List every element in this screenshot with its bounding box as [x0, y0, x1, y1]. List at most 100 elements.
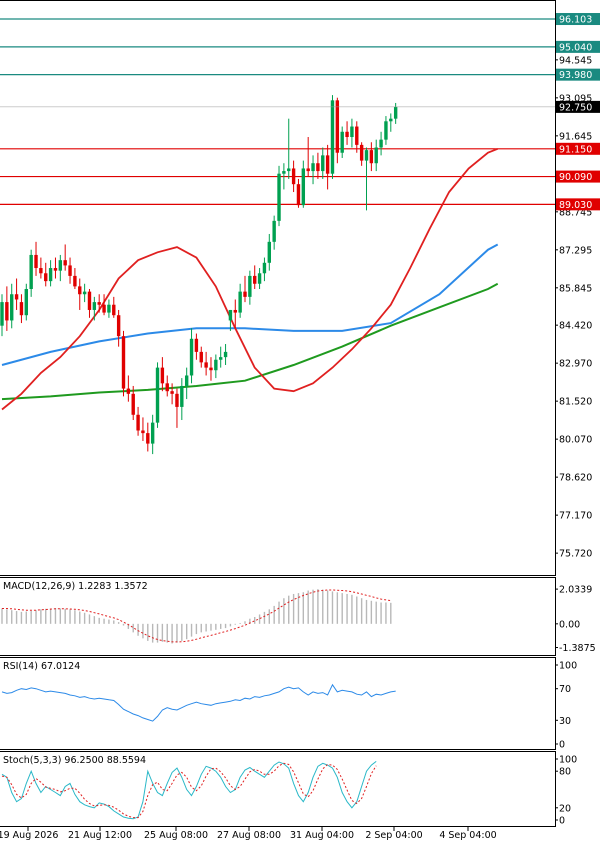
candle — [150, 414, 155, 455]
support-resistance-levels: 96.103 95.040 93.980 91.150 90.090 89.030 — [0, 13, 600, 211]
time-tick-label: 25 Aug 08:00 — [144, 830, 208, 841]
candle — [214, 354, 218, 379]
stoch-main-line — [1, 761, 377, 820]
candle-body — [359, 144, 364, 161]
candle-body — [374, 147, 378, 164]
candle-body — [34, 254, 38, 269]
macd-signal-line — [2, 589, 391, 643]
stoch-tick-label: 0 — [559, 816, 565, 827]
candle — [184, 367, 189, 400]
price-tick-label: 77.170 — [559, 511, 592, 522]
level-label: 91.150 — [559, 144, 592, 155]
candle — [355, 121, 359, 153]
candle — [10, 283, 14, 329]
candle-body — [238, 291, 242, 313]
candle-body — [68, 265, 72, 276]
candle-body — [248, 275, 252, 297]
candle — [204, 351, 208, 376]
candle-body — [335, 100, 340, 153]
candle-body — [321, 155, 325, 172]
time-axis-ticks: 19 Aug 2026 21 Aug 12:00 25 Aug 08:00 27 Au… — [0, 827, 497, 841]
candle-body — [267, 241, 271, 263]
ma-slow-line — [1, 282, 499, 401]
macd-panel-frame — [0, 577, 556, 656]
candle — [345, 121, 349, 145]
candle — [126, 375, 131, 402]
candle — [248, 270, 252, 305]
candle — [170, 383, 174, 405]
candle — [141, 417, 145, 441]
candle-body — [199, 351, 203, 363]
rsi-tick-label: 0 — [559, 740, 565, 751]
candle-body — [345, 131, 349, 138]
candle-body — [116, 315, 121, 337]
rsi-tick-label: 30 — [559, 716, 571, 727]
candle — [24, 283, 28, 321]
stoch-signal-line — [1, 762, 377, 819]
candle-body — [277, 173, 281, 221]
candle — [146, 422, 150, 452]
candle — [160, 357, 165, 392]
level-label: 89.030 — [559, 200, 592, 211]
current-price-label: 92.750 — [559, 102, 592, 113]
candle — [253, 265, 257, 289]
price-tick-label: 93.095 — [559, 93, 592, 104]
level-label-box — [556, 13, 600, 26]
candle-body — [141, 430, 145, 434]
time-tick-label: 27 Aug 08:00 — [217, 830, 281, 841]
candle-body — [209, 367, 213, 371]
candle-body — [350, 126, 354, 138]
candle-body — [48, 268, 53, 282]
level-label-box — [556, 40, 600, 53]
current-price-box — [556, 100, 600, 113]
macd-tick-label: -1.3875 — [559, 643, 596, 654]
candle-body — [282, 171, 286, 174]
candle-body — [340, 131, 344, 153]
candle — [306, 137, 310, 177]
candle — [189, 328, 194, 384]
candle — [63, 244, 67, 271]
candle — [107, 299, 111, 318]
candle — [14, 278, 19, 310]
candle — [175, 388, 179, 428]
level-label-box — [556, 170, 600, 183]
stoch-tick-label: 80 — [559, 767, 571, 778]
candle — [393, 102, 398, 124]
time-tick-label: 31 Aug 04:00 — [290, 830, 354, 841]
price-tick-label: 91.645 — [559, 131, 592, 142]
candle-body — [29, 254, 33, 289]
ma-mid-line — [1, 243, 499, 366]
price-tick-label: 88.745 — [559, 207, 592, 218]
candle-body — [97, 302, 101, 305]
candle — [219, 346, 223, 368]
candle — [301, 160, 306, 208]
macd-tick-label: 2.0339 — [559, 585, 592, 596]
candle-body — [379, 139, 383, 148]
candle — [238, 283, 242, 318]
candle-body — [107, 304, 111, 313]
candle-body — [214, 359, 218, 371]
macd-tick-label: 0.00 — [559, 619, 580, 630]
candle-body — [165, 383, 169, 392]
price-tick-label: 94.545 — [559, 55, 592, 66]
candle-body — [204, 362, 208, 368]
moving-averages — [1, 147, 499, 411]
candle-body — [5, 302, 9, 321]
candle — [82, 283, 87, 303]
candle — [359, 142, 364, 166]
candle-body — [257, 273, 262, 284]
candle-body — [63, 260, 67, 266]
candle-body — [0, 302, 4, 326]
candle-body — [393, 106, 398, 119]
candle — [194, 333, 199, 360]
candle — [209, 357, 213, 381]
price-tick-label: 75.720 — [559, 549, 592, 560]
candle — [374, 139, 378, 172]
candle — [39, 257, 43, 279]
candle — [325, 144, 330, 190]
candle-body — [364, 150, 369, 161]
candle — [369, 142, 374, 172]
candle-body — [82, 291, 87, 295]
candle-body — [126, 388, 131, 394]
